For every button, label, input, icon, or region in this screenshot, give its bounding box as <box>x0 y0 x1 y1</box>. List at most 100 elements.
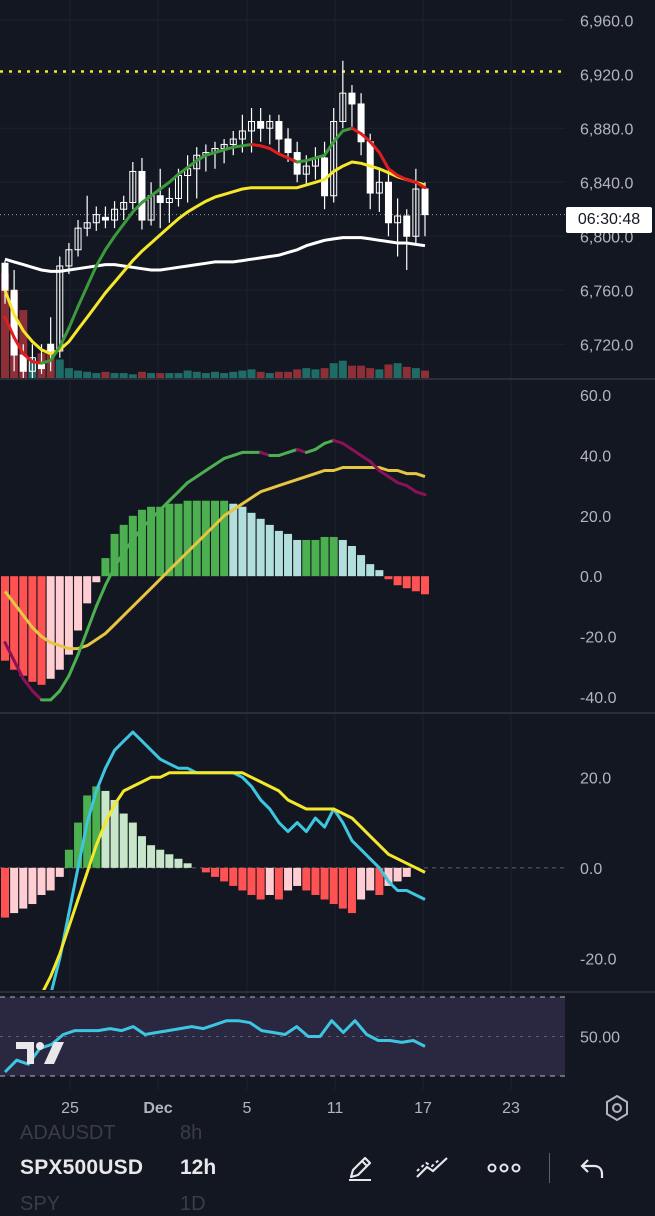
pen-icon[interactable] <box>340 1150 380 1186</box>
more-icon[interactable] <box>484 1150 524 1186</box>
ema-fast-segment <box>149 187 162 198</box>
settings-gear-icon[interactable] <box>603 1094 631 1122</box>
candle-body <box>421 188 429 216</box>
oscillator-histogram-bar <box>284 867 293 891</box>
time-axis[interactable]: 25 Dec 5 11 17 23 <box>61 1100 520 1117</box>
volume-bar <box>284 371 293 378</box>
ema-fast-segment <box>350 126 363 136</box>
macd-histogram-bar <box>183 500 192 577</box>
ema-fast-segment <box>368 140 381 155</box>
oscillator-histogram-bar <box>19 867 28 909</box>
macd-histogram-bar <box>37 576 46 685</box>
rsi-pane[interactable] <box>0 996 565 1077</box>
ema-fast-segment <box>323 140 336 157</box>
macd-line-segment <box>204 463 217 473</box>
oscillator-axis-label: -20.0 <box>580 951 617 968</box>
sma-long-line <box>4 236 426 273</box>
volume-bar <box>74 370 83 378</box>
undo-icon[interactable] <box>572 1150 612 1186</box>
oscillator-histogram-bar <box>55 867 64 877</box>
ema-fast-segment <box>414 180 427 190</box>
oscillator-pane[interactable] <box>0 730 565 1094</box>
macd-line-segment <box>140 517 153 530</box>
volume-bar <box>137 371 146 378</box>
ema-fast-segment <box>103 234 117 252</box>
candle-body <box>38 364 46 370</box>
ema-fast-segment <box>204 151 217 157</box>
price-axis-label: 6,760.0 <box>580 283 633 300</box>
macd-line-segment <box>195 469 208 479</box>
macd-axis-label: -20.0 <box>580 630 617 647</box>
macd-line-segment <box>122 538 135 554</box>
price-axis-label: 6,720.0 <box>580 337 633 354</box>
candle-body <box>384 181 392 224</box>
ema-fast-segment <box>304 156 317 163</box>
macd-histogram-bar <box>128 515 137 577</box>
oscillator-histogram-bar <box>256 867 265 900</box>
macd-line-segment <box>259 450 272 457</box>
macd-line-segment <box>12 659 25 681</box>
price-axis[interactable]: 6,960.0 6,920.0 6,880.0 6,840.0 6,800.0 6,760… <box>580 13 633 1046</box>
oscillator-histogram-bar <box>92 786 101 868</box>
candle-body <box>412 188 420 237</box>
macd-histogram-bar <box>10 576 19 670</box>
volume-bar <box>274 371 283 378</box>
oscillator-histogram-bar <box>64 849 73 868</box>
oscillator-histogram-bar <box>402 867 411 877</box>
oscillator-histogram-bar <box>128 822 137 868</box>
oscillator-histogram-bar <box>28 867 37 905</box>
drawing-tools-icon[interactable] <box>412 1150 452 1186</box>
macd-axis-label: 60.0 <box>580 388 611 405</box>
volume-bar <box>311 369 320 378</box>
candle-body <box>1 262 9 291</box>
ema-fast-segment <box>85 264 98 288</box>
volume-bar <box>183 370 192 378</box>
candle-body <box>403 215 411 237</box>
oscillator-histogram-bar <box>247 867 256 895</box>
price-axis-label: 6,920.0 <box>580 67 633 84</box>
time-axis-label: Dec <box>143 1100 172 1117</box>
macd-histogram-bar <box>92 576 101 583</box>
macd-histogram-bar <box>393 576 402 586</box>
macd-histogram-bar <box>137 509 146 577</box>
ema-fast-segment <box>405 178 418 184</box>
chart-canvas[interactable]: 6,960.0 6,920.0 6,880.0 6,840.0 6,800.0 6,760… <box>0 0 655 1127</box>
volume-bar <box>357 365 366 378</box>
oscillator-histogram-bar <box>311 867 320 895</box>
volume-bar <box>101 371 110 378</box>
candle-body <box>248 121 256 132</box>
price-pane[interactable] <box>0 60 565 378</box>
candle-body <box>229 138 237 145</box>
time-axis-label: 25 <box>61 1100 79 1117</box>
macd-line-segment <box>186 475 199 485</box>
volume-bar <box>119 373 128 378</box>
candle-body <box>302 165 310 175</box>
candle-body <box>92 214 100 224</box>
bottom-toolbar <box>0 1127 655 1200</box>
ema-fast-segment <box>396 174 409 182</box>
volume-bar <box>338 360 347 378</box>
macd-histogram-bar <box>265 524 274 577</box>
grid <box>0 0 655 1090</box>
oscillator-histogram-bar <box>211 867 219 877</box>
rsi-axis-label: 50.00 <box>580 1030 620 1047</box>
interval-label[interactable]: 12h <box>180 1156 217 1179</box>
ghost-symbol-below: SPY <box>20 1193 61 1215</box>
symbol-label[interactable]: SPX500USD <box>20 1156 144 1179</box>
time-axis-label: 5 <box>243 1100 252 1117</box>
ema-fast-segment <box>222 145 235 152</box>
macd-line-segment <box>286 447 299 454</box>
volume-bar <box>165 373 174 378</box>
time-axis-label: 17 <box>414 1100 432 1117</box>
ema-fast-segment <box>231 144 244 149</box>
volume-bar <box>302 368 311 378</box>
macd-pane[interactable] <box>1 438 429 702</box>
volume-bar <box>110 373 119 378</box>
macd-axis-label: 40.0 <box>580 448 611 465</box>
macd-histogram-bar <box>165 503 174 577</box>
ema-fast-segment <box>332 129 345 144</box>
ema-fast-segment <box>240 142 254 148</box>
volume-bar <box>293 369 302 378</box>
macd-histogram-bar <box>384 576 393 580</box>
ema-fast-segment <box>259 144 272 150</box>
